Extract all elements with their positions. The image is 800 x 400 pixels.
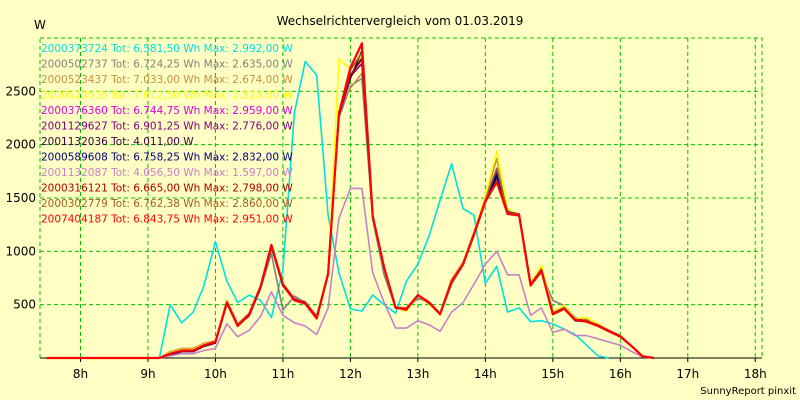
- x-tick-label: 11h: [271, 367, 294, 381]
- x-tick-label: 15h: [541, 367, 564, 381]
- y-tick-label: 500: [13, 298, 36, 312]
- legend-entry: 2000523535 Tot: 7.012,50 Wh Max: 2.823,0…: [41, 90, 293, 102]
- axes: 500 1000 1500 2000 2500 8h 9h 10h 11h 12h 13h 14h 15…: [5, 84, 766, 381]
- x-tick-label: 18h: [744, 367, 767, 381]
- legend-entry: 2000589608 Tot: 6.758,25 Wh Max: 2.832,0…: [41, 152, 293, 164]
- series-line: [46, 42, 655, 360]
- legend-entry: 2001132036 Tot: 4.011,00 W: [41, 136, 194, 148]
- legend-entry: 2001132087 Tot: 4.056,50 Wh Max: 1.597,0…: [41, 167, 293, 179]
- x-tick-label: 17h: [676, 367, 699, 381]
- y-tick-label: 1000: [5, 244, 36, 258]
- legend-entry: 2000302779 Tot: 6.762,38 Wh Max: 2.860,0…: [41, 198, 293, 210]
- footer-credit: SunnyReport pinxit: [700, 386, 796, 397]
- legend: 2000373724 Tot: 6.581,50 Wh Max: 2.992,0…: [41, 43, 293, 226]
- legend-entry: 2000502737 Tot: 6.724,25 Wh Max: 2.635,0…: [41, 59, 293, 71]
- y-tick-label: 2500: [5, 84, 36, 98]
- y-tick-label: 1500: [5, 191, 36, 205]
- chart-title: Wechselrichtervergleich vom 01.03.2019: [277, 14, 524, 28]
- x-tick-label: 10h: [204, 367, 227, 381]
- legend-entry: 2000373724 Tot: 6.581,50 Wh Max: 2.992,0…: [41, 43, 293, 55]
- y-tick-label: 2000: [5, 138, 36, 152]
- legend-entry: 2000316121 Tot: 6.665,00 Wh Max: 2.798,0…: [41, 183, 293, 195]
- x-tick-label: 14h: [474, 367, 497, 381]
- x-tick-label: 8h: [73, 367, 88, 381]
- legend-entry: 2000523437 Tot: 7.033,00 Wh Max: 2.674,0…: [41, 74, 293, 86]
- x-tick-label: 13h: [406, 367, 429, 381]
- legend-entry: 2001129627 Tot: 6.901,25 Wh Max: 2.776,0…: [41, 121, 293, 133]
- grid: [39, 37, 763, 359]
- series-lines: [46, 42, 655, 360]
- x-tick-label: 12h: [339, 367, 362, 381]
- y-axis-unit: W: [34, 18, 46, 32]
- x-tick-label: 9h: [140, 367, 155, 381]
- x-tick-label: 16h: [609, 367, 632, 381]
- legend-entry: 2007404187 Tot: 6.843,75 Wh Max: 2.951,0…: [41, 214, 293, 226]
- legend-entry: 2000376360 Tot: 6.744,75 Wh Max: 2.959,0…: [41, 105, 293, 117]
